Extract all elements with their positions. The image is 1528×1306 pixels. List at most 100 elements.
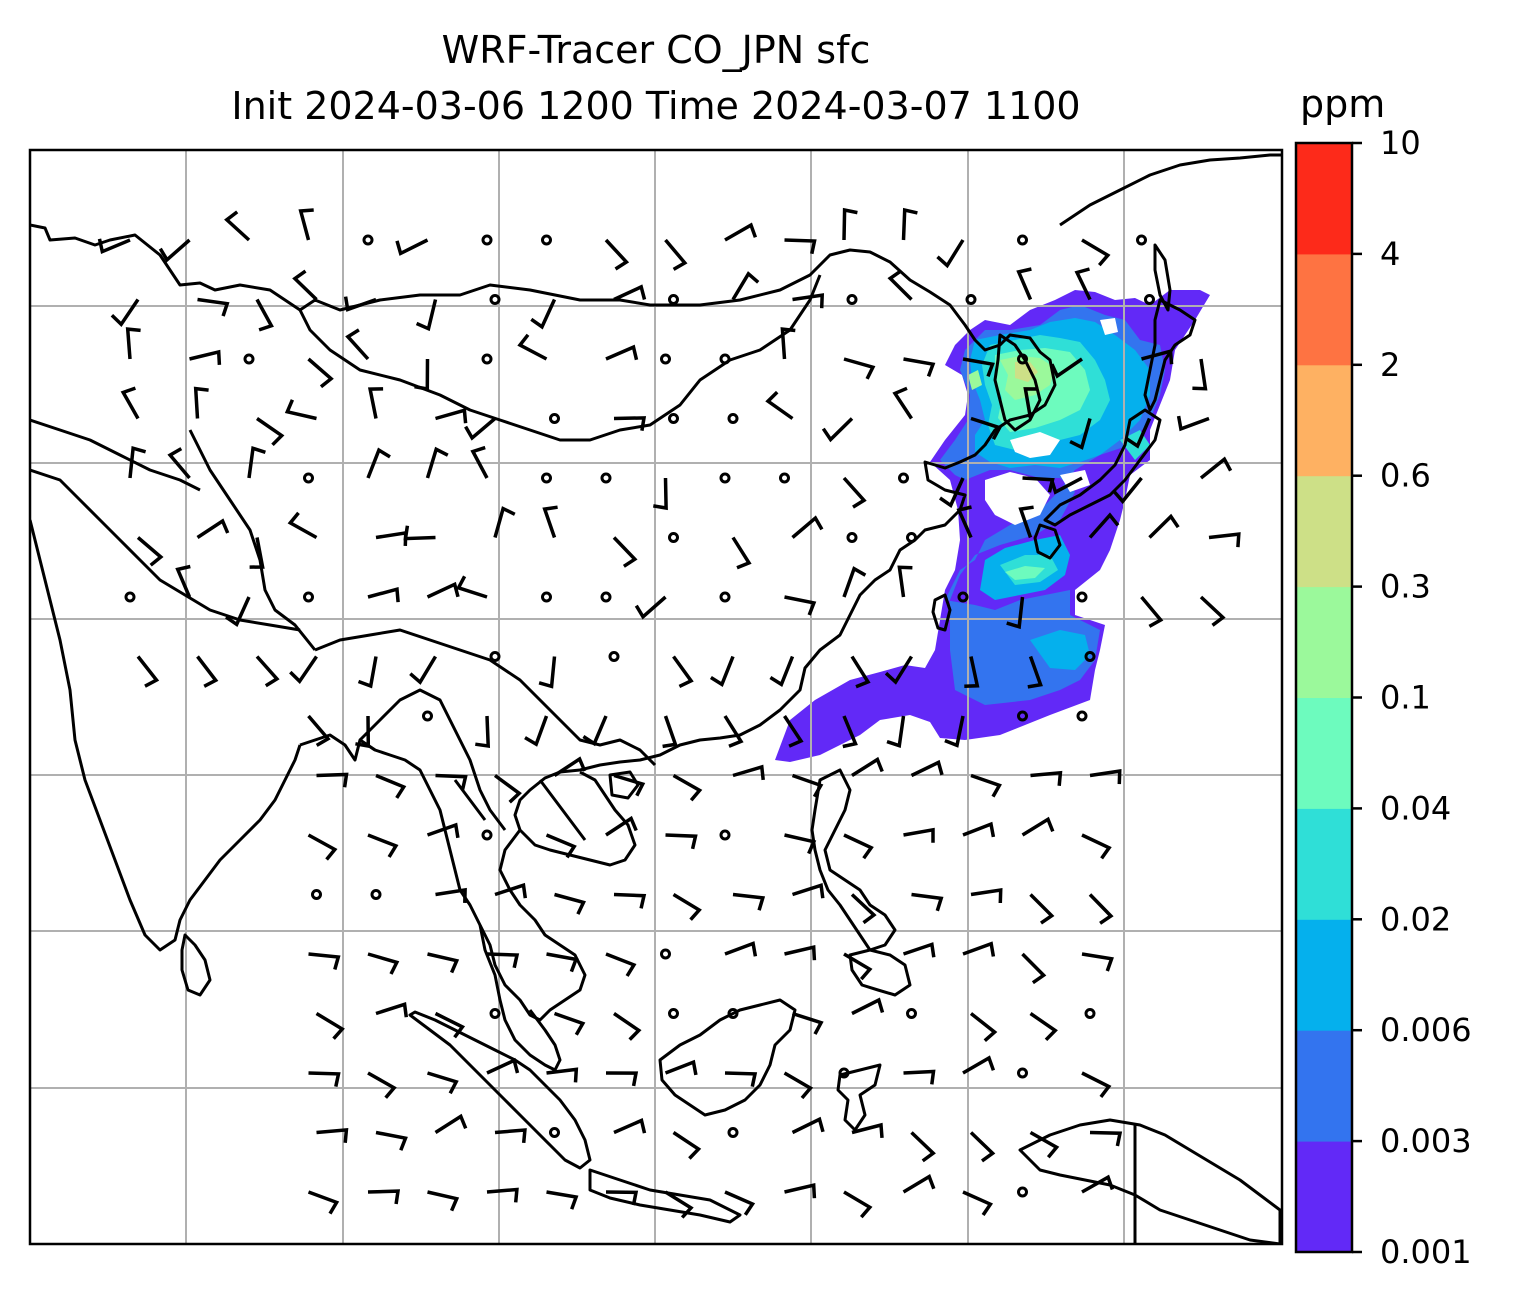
colorbar-tick-label: 0.04: [1380, 789, 1451, 827]
borneo-coast: [658, 998, 797, 1117]
wind-barb: [464, 417, 497, 441]
wind-barb: [435, 408, 468, 424]
map-subtitle: Init 2024-03-06 1200 Time 2024-03-07 110…: [231, 84, 1081, 128]
wind-barb: [613, 284, 647, 302]
border-southeast-asia: [358, 688, 587, 841]
wind-barb: [903, 1069, 936, 1085]
wind-barb: [1140, 595, 1164, 628]
calm-wind-circle: [668, 1008, 679, 1019]
wind-barb: [1006, 596, 1025, 630]
calm-wind-circle: [1017, 1067, 1028, 1079]
wind-barb: [962, 1190, 994, 1216]
colorbar-tick-label: 4: [1380, 235, 1400, 273]
wind-barb: [769, 655, 795, 687]
wind-barb: [366, 447, 391, 479]
calm-wind-circle: [549, 1127, 560, 1138]
wind-barb: [315, 1012, 345, 1040]
calm-wind-circle: [719, 353, 731, 365]
wind-barb: [427, 1190, 460, 1212]
calm-wind-circle: [311, 889, 322, 900]
wind-barb: [613, 416, 647, 431]
wind-barb: [732, 764, 765, 781]
wind-barb: [791, 1116, 825, 1135]
calm-wind-circle: [489, 294, 501, 305]
wind-barb: [732, 892, 766, 911]
wind-barb: [494, 882, 528, 899]
wind-barb: [1081, 238, 1111, 267]
wind-barb: [784, 1183, 817, 1199]
calm-wind-circle: [1017, 353, 1028, 365]
wind-barb: [842, 476, 867, 509]
wind-barb: [542, 505, 558, 539]
wind-barb: [850, 655, 871, 689]
wind-barb: [289, 655, 318, 685]
taiwan-coast: [931, 593, 952, 632]
wind-barb: [546, 1190, 579, 1210]
calm-wind-circle: [1017, 1186, 1028, 1198]
wind-barb: [375, 530, 408, 546]
border-china-mongolia: [298, 274, 822, 442]
korea-coast: [993, 333, 1042, 432]
calm-wind-circle: [1017, 710, 1028, 722]
calm-wind-circle: [660, 353, 671, 365]
wind-barb: [307, 1190, 340, 1215]
wind-barb: [357, 656, 378, 689]
wind-barb: [224, 210, 251, 242]
wind-barb: [962, 357, 995, 378]
wind-barb: [530, 298, 557, 330]
wind-barb: [634, 595, 667, 620]
wind-barb: [120, 386, 140, 420]
calm-wind-circle: [668, 532, 679, 543]
wind-barb: [298, 208, 314, 241]
wind-barb: [843, 1190, 873, 1219]
wind-barb: [724, 941, 758, 957]
calm-wind-circle: [727, 1127, 739, 1138]
calm-wind-circle: [898, 472, 909, 484]
calm-wind-circle: [906, 1008, 917, 1019]
wind-barb: [780, 327, 796, 360]
border-central-asia: [30, 418, 301, 632]
wind-barb: [367, 586, 400, 603]
wind-barb: [136, 655, 160, 688]
colorbar-segment: [1296, 808, 1352, 920]
wind-barb: [1089, 1130, 1123, 1147]
wind-barb: [672, 773, 703, 802]
wind-barb: [843, 952, 873, 981]
colorbar-tick-label: 0.1: [1380, 679, 1431, 717]
wind-barb: [345, 328, 370, 361]
wind-barb: [1176, 415, 1210, 432]
calm-wind-circle: [541, 472, 552, 484]
wind-barb: [731, 536, 752, 570]
wind-barb: [731, 271, 760, 301]
calm-wind-circle: [549, 413, 560, 424]
wind-barb: [255, 655, 280, 688]
wind-barb: [554, 892, 586, 915]
wind-barb: [455, 575, 488, 599]
wind-barb: [783, 1071, 814, 1100]
wind-barb: [367, 952, 400, 975]
wind-barb: [1029, 1130, 1060, 1159]
calm-wind-circle: [660, 948, 671, 960]
wind-barb: [307, 357, 334, 389]
india-coast: [30, 519, 302, 952]
wind-barb: [884, 655, 913, 685]
calm-wind-circle: [719, 472, 731, 484]
wind-barb: [604, 238, 630, 271]
wind-barb: [613, 1012, 642, 1041]
wind-barb: [493, 506, 516, 538]
wind-barb: [784, 945, 817, 961]
calm-wind-circle: [481, 353, 493, 365]
wind-barb: [196, 518, 230, 539]
wind-barb: [375, 1001, 409, 1018]
wind-barb: [724, 222, 758, 242]
wind-barb: [110, 298, 140, 328]
wind-barb: [367, 1071, 397, 1099]
calm-wind-circle: [489, 1008, 501, 1019]
wind-barb: [613, 1118, 647, 1135]
colorbar-segment: [1296, 143, 1352, 255]
wind-barb: [1021, 952, 1047, 985]
calm-wind-circle: [600, 591, 612, 603]
wind-barb: [605, 1190, 639, 1206]
wind-barb: [425, 446, 449, 479]
wind-barb: [962, 941, 996, 957]
